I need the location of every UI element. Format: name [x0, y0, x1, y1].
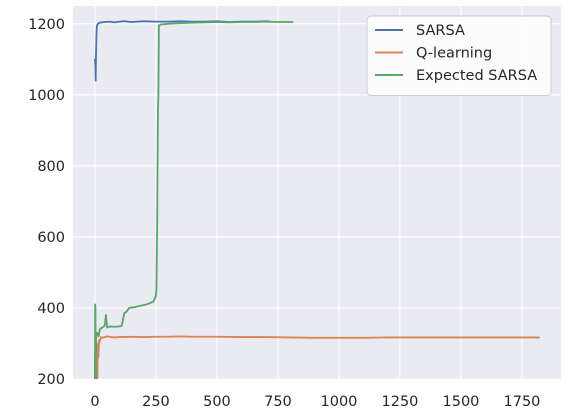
- x-tick-label-500: 500: [203, 394, 231, 410]
- legend-label-expected-sarsa: Expected SARSA: [416, 68, 537, 84]
- y-tick-label-1000: 1000: [28, 88, 65, 104]
- series-line-q-learning: [94, 335, 540, 379]
- y-tick-label-600: 600: [37, 230, 65, 246]
- y-tick-label-800: 800: [37, 159, 65, 175]
- x-tick-label-250: 250: [142, 394, 170, 410]
- legend-box: [366, 15, 552, 96]
- x-tick-label-750: 750: [264, 394, 292, 410]
- y-axis-ticks: 200 400 600 800 1000 1200: [28, 17, 65, 388]
- x-tick-label-1750: 1750: [504, 394, 541, 410]
- x-tick-label-1500: 1500: [443, 394, 480, 410]
- legend-label-q-learning: Q-learning: [416, 46, 492, 62]
- series-line-expected-sarsa: [94, 20, 294, 379]
- x-tick-label-1000: 1000: [321, 394, 358, 410]
- y-tick-label-400: 400: [37, 301, 65, 317]
- x-tick-label-0: 0: [90, 394, 99, 410]
- legend-label-sarsa: SARSA: [416, 23, 465, 39]
- y-tick-label-1200: 1200: [28, 17, 65, 33]
- legend: SARSA Q-learning Expected SARSA: [366, 15, 552, 96]
- x-axis-ticks: 0 250 500 750 1000 1250 1500 1750: [90, 394, 540, 410]
- x-tick-label-1250: 1250: [382, 394, 419, 410]
- y-tick-label-200: 200: [37, 372, 65, 388]
- series-lines: [94, 20, 540, 379]
